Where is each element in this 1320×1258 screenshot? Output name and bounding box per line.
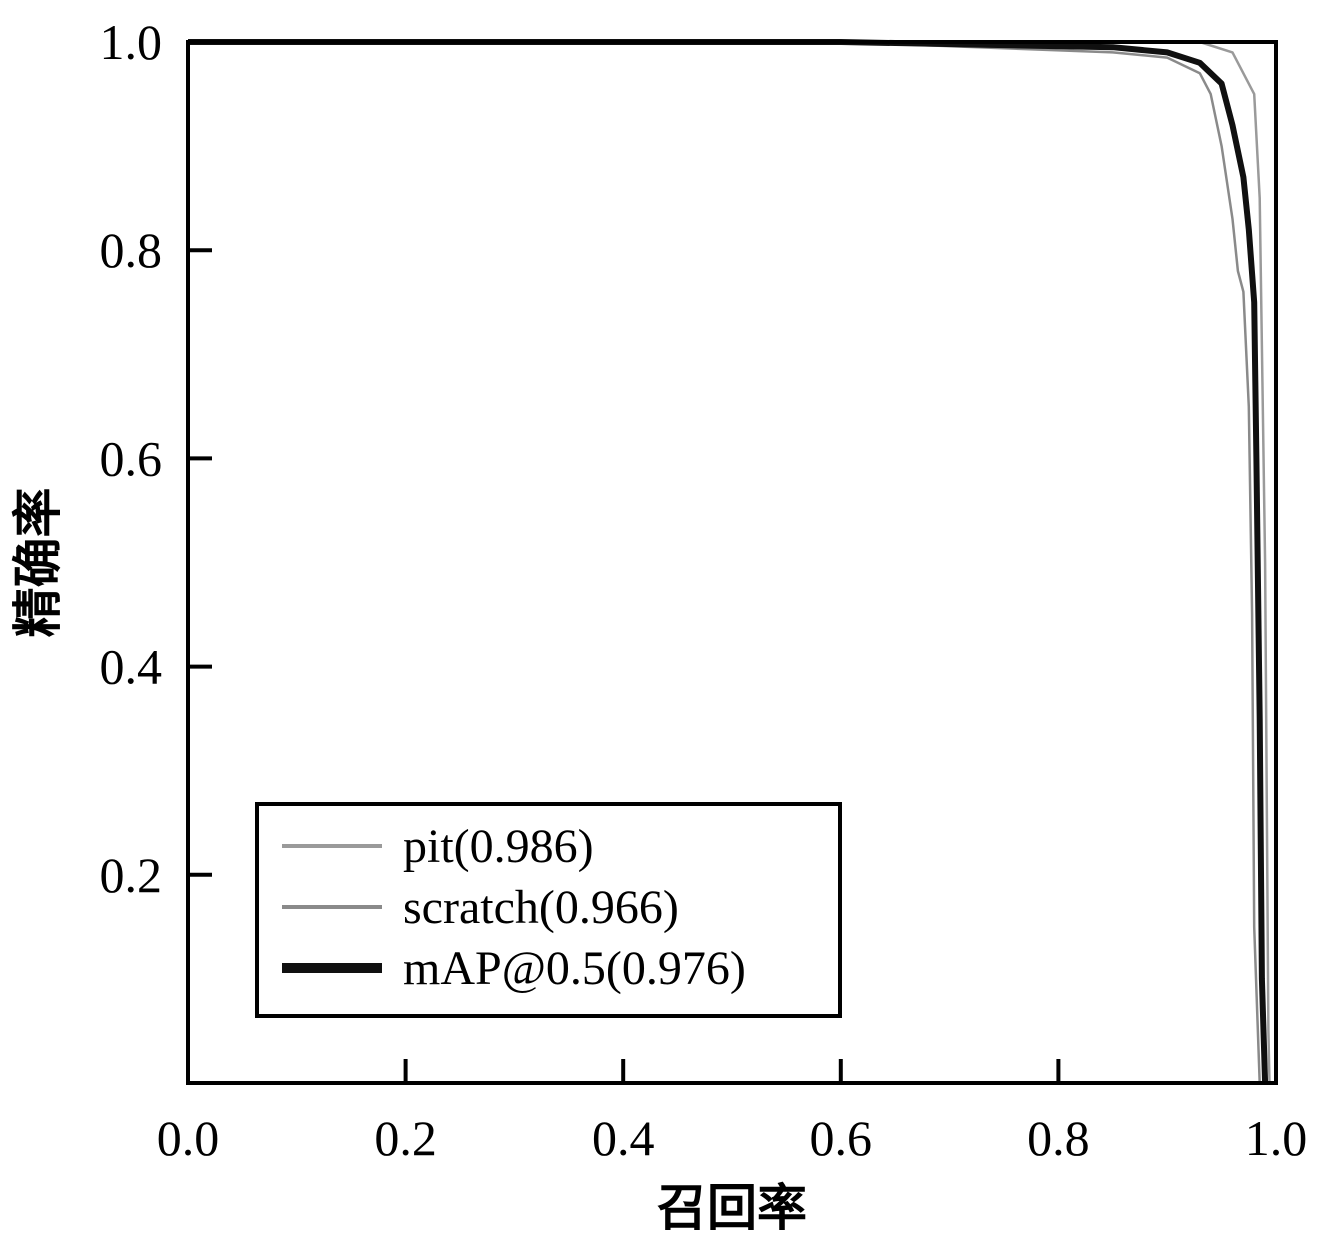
curve-2 xyxy=(188,40,1261,1084)
x-axis-title: 召回率 xyxy=(657,1179,807,1237)
x-tick-label: 0.4 xyxy=(592,1110,655,1166)
x-tick-label: 0.2 xyxy=(374,1110,437,1166)
x-tick-label: 0.0 xyxy=(157,1110,220,1166)
legend-box xyxy=(255,802,842,1018)
x-tick-label: 0.8 xyxy=(1027,1110,1090,1166)
y-axis-title: 精确率 xyxy=(9,488,67,638)
plot-frame xyxy=(186,40,1278,1085)
y-tick-label: 1.0 xyxy=(100,14,163,70)
y-tick-labels: 0.2 0.4 0.6 0.8 1.0 xyxy=(100,14,163,903)
legend-label: mAP@0.5(0.976) xyxy=(403,942,746,995)
y-tick-label: 0.6 xyxy=(100,430,163,486)
legend-label: scratch(0.966) xyxy=(403,881,679,934)
y-tick-label: 0.4 xyxy=(100,639,163,695)
y-tick-label: 0.2 xyxy=(100,847,163,903)
curve-3 xyxy=(188,39,1269,1084)
x-tick-label: 0.6 xyxy=(810,1110,873,1166)
x-tick-label: 1.0 xyxy=(1245,1110,1308,1166)
legend-label: pit(0.986) xyxy=(403,820,594,873)
axis-ticks xyxy=(188,248,1061,1083)
x-tick-labels: 0.0 0.2 0.4 0.6 0.8 1.0 xyxy=(157,1110,1308,1166)
legend: pit(0.986) scratch(0.966) mAP@0.5(0.976) xyxy=(255,802,842,1018)
y-tick-label: 0.8 xyxy=(100,222,163,278)
